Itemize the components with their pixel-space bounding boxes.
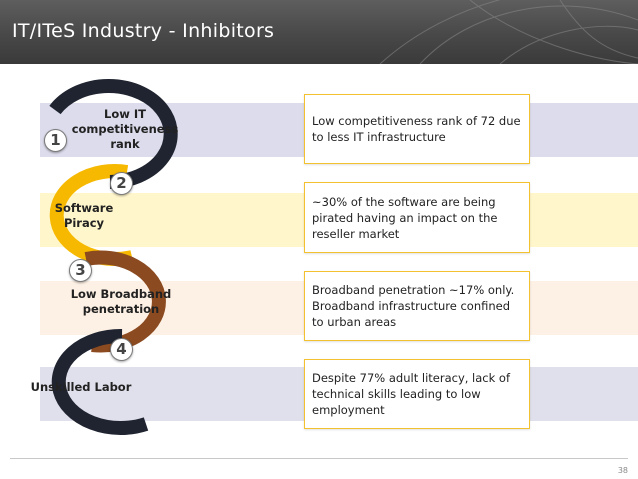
inhibitor-4-label: Unskilled Labor [30, 380, 132, 394]
inhibitor-2-label: Software Piracy [54, 201, 114, 230]
number-badge-2: 2 [110, 172, 133, 195]
inhibitor-2-description-box: ~30% of the software are being pirated h… [304, 182, 530, 253]
inhibitor-4-description-box: Despite 77% adult literacy, lack of tech… [304, 359, 530, 429]
ring-1-arc [49, 79, 178, 189]
inhibitor-4-description: Despite 77% adult literacy, lack of tech… [312, 371, 511, 417]
footer-divider [10, 458, 628, 459]
slide-title: IT/ITeS Industry - Inhibitors [12, 20, 275, 42]
number-badge-4: 4 [110, 338, 133, 361]
inhibitor-3-description: Broadband penetration ~17% only. Broadba… [312, 283, 515, 329]
inhibitor-2-description: ~30% of the software are being pirated h… [312, 194, 498, 241]
inhibitor-1-description: Low competitiveness rank of 72 due to le… [312, 114, 521, 144]
inhibitor-3-label: Low Broadband penetration [70, 287, 172, 316]
inhibitor-3-description-box: Broadband penetration ~17% only. Broadba… [304, 271, 530, 341]
inhibitor-1-label: Low IT competitiveness rank [71, 107, 179, 151]
slide-header: IT/ITeS Industry - Inhibitors [0, 0, 638, 64]
number-badge-3: 3 [69, 259, 92, 282]
ring-4-arc [51, 328, 149, 435]
number-badge-1: 1 [44, 129, 67, 152]
inhibitor-1-description-box: Low competitiveness rank of 72 due to le… [304, 94, 530, 164]
page-number: 38 [617, 466, 628, 475]
header-decorative-arcs [379, 0, 638, 64]
